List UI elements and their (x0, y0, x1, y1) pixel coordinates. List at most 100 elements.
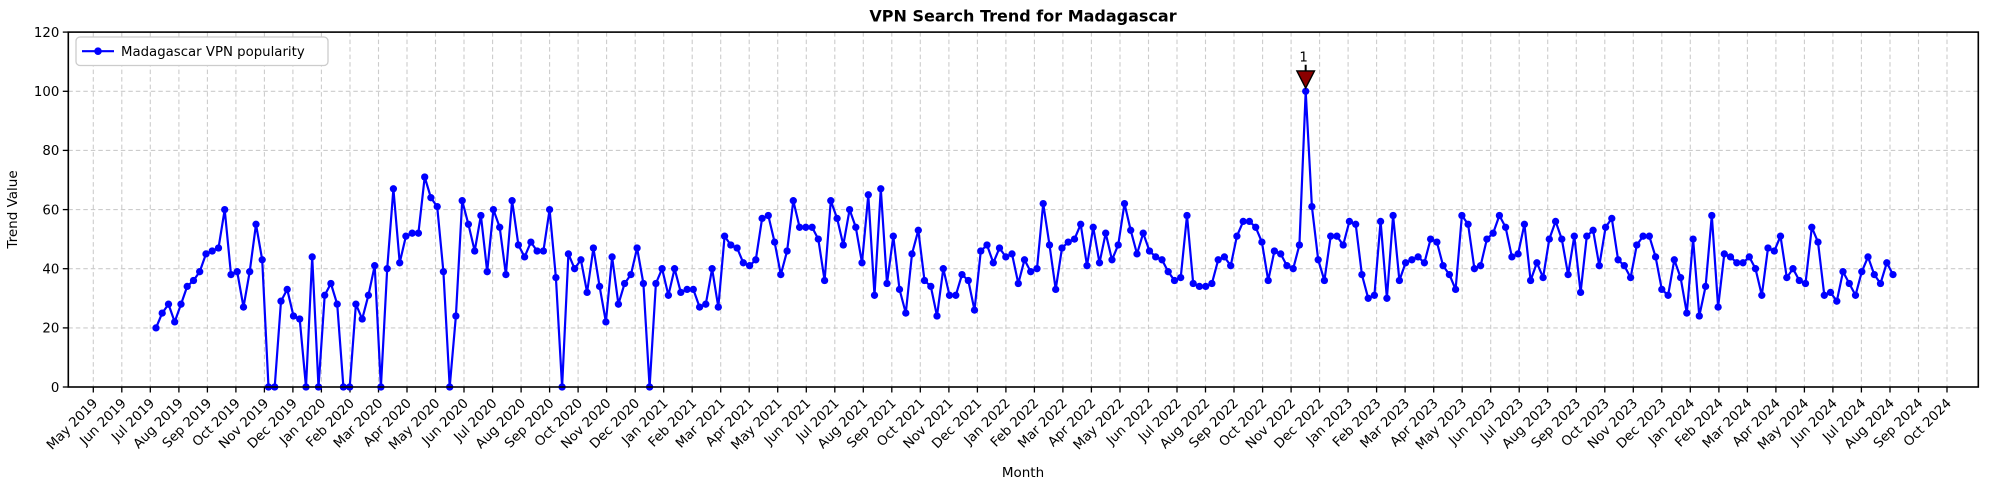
data-point (1420, 259, 1429, 267)
data-point (1658, 285, 1666, 294)
data-point (489, 205, 498, 214)
data-point (327, 279, 335, 288)
data-point (1183, 211, 1191, 220)
data-point (1789, 265, 1797, 273)
data-point (1889, 270, 1897, 279)
data-point (289, 312, 298, 320)
data-point (189, 276, 198, 285)
data-point (1252, 223, 1260, 231)
data-point (527, 238, 535, 246)
data-point (1845, 279, 1853, 288)
data-point (1401, 259, 1410, 267)
data-point (1014, 279, 1022, 288)
data-point (1245, 217, 1254, 226)
grid-layer (68, 31, 1979, 388)
data-point (633, 244, 641, 252)
data-point (1620, 262, 1628, 270)
data-point (1489, 229, 1497, 237)
data-point (1820, 291, 1828, 299)
data-point (689, 285, 697, 294)
data-point (995, 244, 1004, 252)
data-point (1233, 232, 1241, 240)
data-point (833, 214, 841, 223)
data-point (233, 268, 241, 276)
data-point (1451, 285, 1460, 294)
data-point (1851, 291, 1860, 299)
data-point (658, 265, 666, 273)
data-point (533, 247, 541, 255)
data-point (602, 318, 610, 326)
data-point (1220, 253, 1229, 261)
data-point (1264, 276, 1272, 285)
data-point (1095, 259, 1104, 267)
y-tick-label: 0 (51, 381, 59, 396)
data-point (1864, 253, 1872, 261)
data-point (239, 303, 248, 311)
data-point (1764, 244, 1772, 252)
data-point (1258, 238, 1266, 246)
data-point (1114, 241, 1122, 249)
data-point (439, 268, 448, 276)
data-point (589, 244, 598, 252)
data-point (471, 247, 479, 255)
data-point (214, 244, 223, 252)
data-point (945, 291, 954, 299)
data-point (902, 309, 910, 317)
data-point (1839, 268, 1847, 276)
data-point (1133, 250, 1141, 258)
data-point (783, 247, 791, 255)
data-point (1458, 211, 1466, 220)
data-point (152, 324, 160, 332)
data-point (1564, 270, 1572, 279)
data-point (639, 279, 648, 288)
data-point (396, 259, 404, 267)
data-point (502, 270, 510, 279)
legend-label: Madagascar VPN popularity (121, 45, 305, 60)
data-point (1214, 256, 1222, 264)
data-point (977, 247, 985, 255)
data-point (1426, 235, 1435, 243)
data-point (1770, 247, 1778, 255)
data-point (964, 276, 972, 285)
data-point (1795, 276, 1803, 285)
data-point (183, 282, 191, 291)
y-tick-label: 100 (34, 85, 59, 100)
data-point (1539, 273, 1547, 282)
data-point (1345, 217, 1354, 226)
data-point (1358, 270, 1366, 279)
data-point (452, 312, 460, 320)
data-point (1339, 241, 1347, 249)
data-point (296, 315, 304, 323)
data-point (1089, 223, 1097, 231)
data-point (1033, 265, 1041, 273)
data-point (358, 315, 366, 323)
data-point (1108, 256, 1116, 264)
data-point (820, 276, 829, 285)
data-point (970, 306, 979, 314)
data-point (958, 270, 966, 279)
data-point (1745, 253, 1753, 261)
data-point (895, 285, 904, 294)
data-point (814, 235, 822, 243)
data-point (1352, 220, 1360, 228)
data-point (1870, 270, 1878, 279)
data-point (883, 279, 891, 288)
data-point (1614, 256, 1622, 264)
data-point (720, 232, 729, 240)
data-point (864, 191, 872, 199)
data-point (1689, 235, 1697, 243)
data-point (1227, 262, 1235, 270)
data-point (414, 229, 423, 237)
data-point (545, 205, 554, 214)
data-point (1695, 312, 1703, 320)
data-point (171, 318, 179, 326)
legend: Madagascar VPN popularity (75, 36, 329, 67)
data-point (1545, 235, 1553, 243)
data-point (1395, 276, 1404, 285)
data-point (670, 265, 679, 273)
data-point (1570, 232, 1578, 240)
data-point (1045, 241, 1054, 249)
plot-border (67, 31, 1980, 388)
